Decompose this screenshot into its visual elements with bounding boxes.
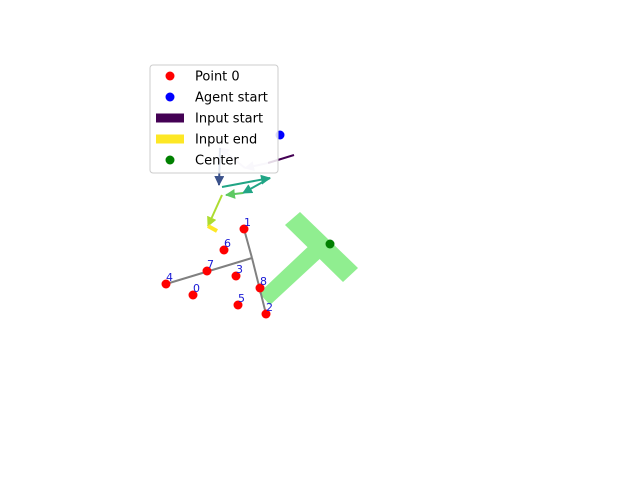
point-2 [261, 309, 271, 319]
point-label-0: 0 [193, 282, 200, 295]
legend-label-agent-start: Agent start [195, 91, 268, 106]
point-label-6: 6 [224, 237, 231, 250]
point-6 [219, 245, 229, 255]
t-shape-stem [259, 242, 324, 305]
skeleton-lines [165, 228, 267, 315]
point-label-4: 4 [166, 271, 173, 284]
point-labels: 0 1 2 3 4 5 67 8 [166, 216, 273, 314]
point-0 [188, 290, 198, 300]
input-segment-8 [207, 224, 218, 233]
legend-marker-point-0 [165, 71, 175, 81]
legend: Point 0 Agent start Input start Input end Ce… [149, 64, 279, 174]
input-segment-5 [242, 177, 271, 194]
t-shape-block [259, 212, 358, 305]
point-label-8: 8 [260, 275, 267, 288]
skeleton-line-0 [243, 228, 253, 259]
point-label-1: 1 [244, 216, 251, 229]
point-5 [233, 300, 243, 310]
legend-box [149, 64, 279, 174]
input-segment-4 [221, 174, 271, 188]
legend-marker-agent-start [165, 92, 175, 102]
legend-label-point-0: Point 0 [195, 70, 240, 85]
center-point [325, 239, 335, 249]
input-segment-6 [225, 188, 244, 199]
point-7 [202, 266, 212, 276]
legend-label-input-end: Input end [195, 133, 257, 148]
t-shape-bar [285, 212, 358, 282]
input-segment-7 [207, 194, 223, 227]
legend-marker-input-start [156, 113, 184, 123]
point-label-5: 5 [238, 292, 245, 305]
data-points [161, 224, 271, 319]
point-8 [255, 283, 265, 293]
point-3 [231, 271, 241, 281]
point-1 [239, 224, 249, 234]
point-4 [161, 279, 171, 289]
legend-label-input-start: Input start [195, 112, 263, 127]
point-label-2: 2 [266, 301, 273, 314]
legend-marker-center [165, 155, 175, 165]
legend-label-center: Center [195, 154, 239, 169]
point-label-3: 3 [236, 263, 243, 276]
legend-marker-input-end [156, 134, 184, 144]
point-label-7: 7 [207, 258, 214, 271]
